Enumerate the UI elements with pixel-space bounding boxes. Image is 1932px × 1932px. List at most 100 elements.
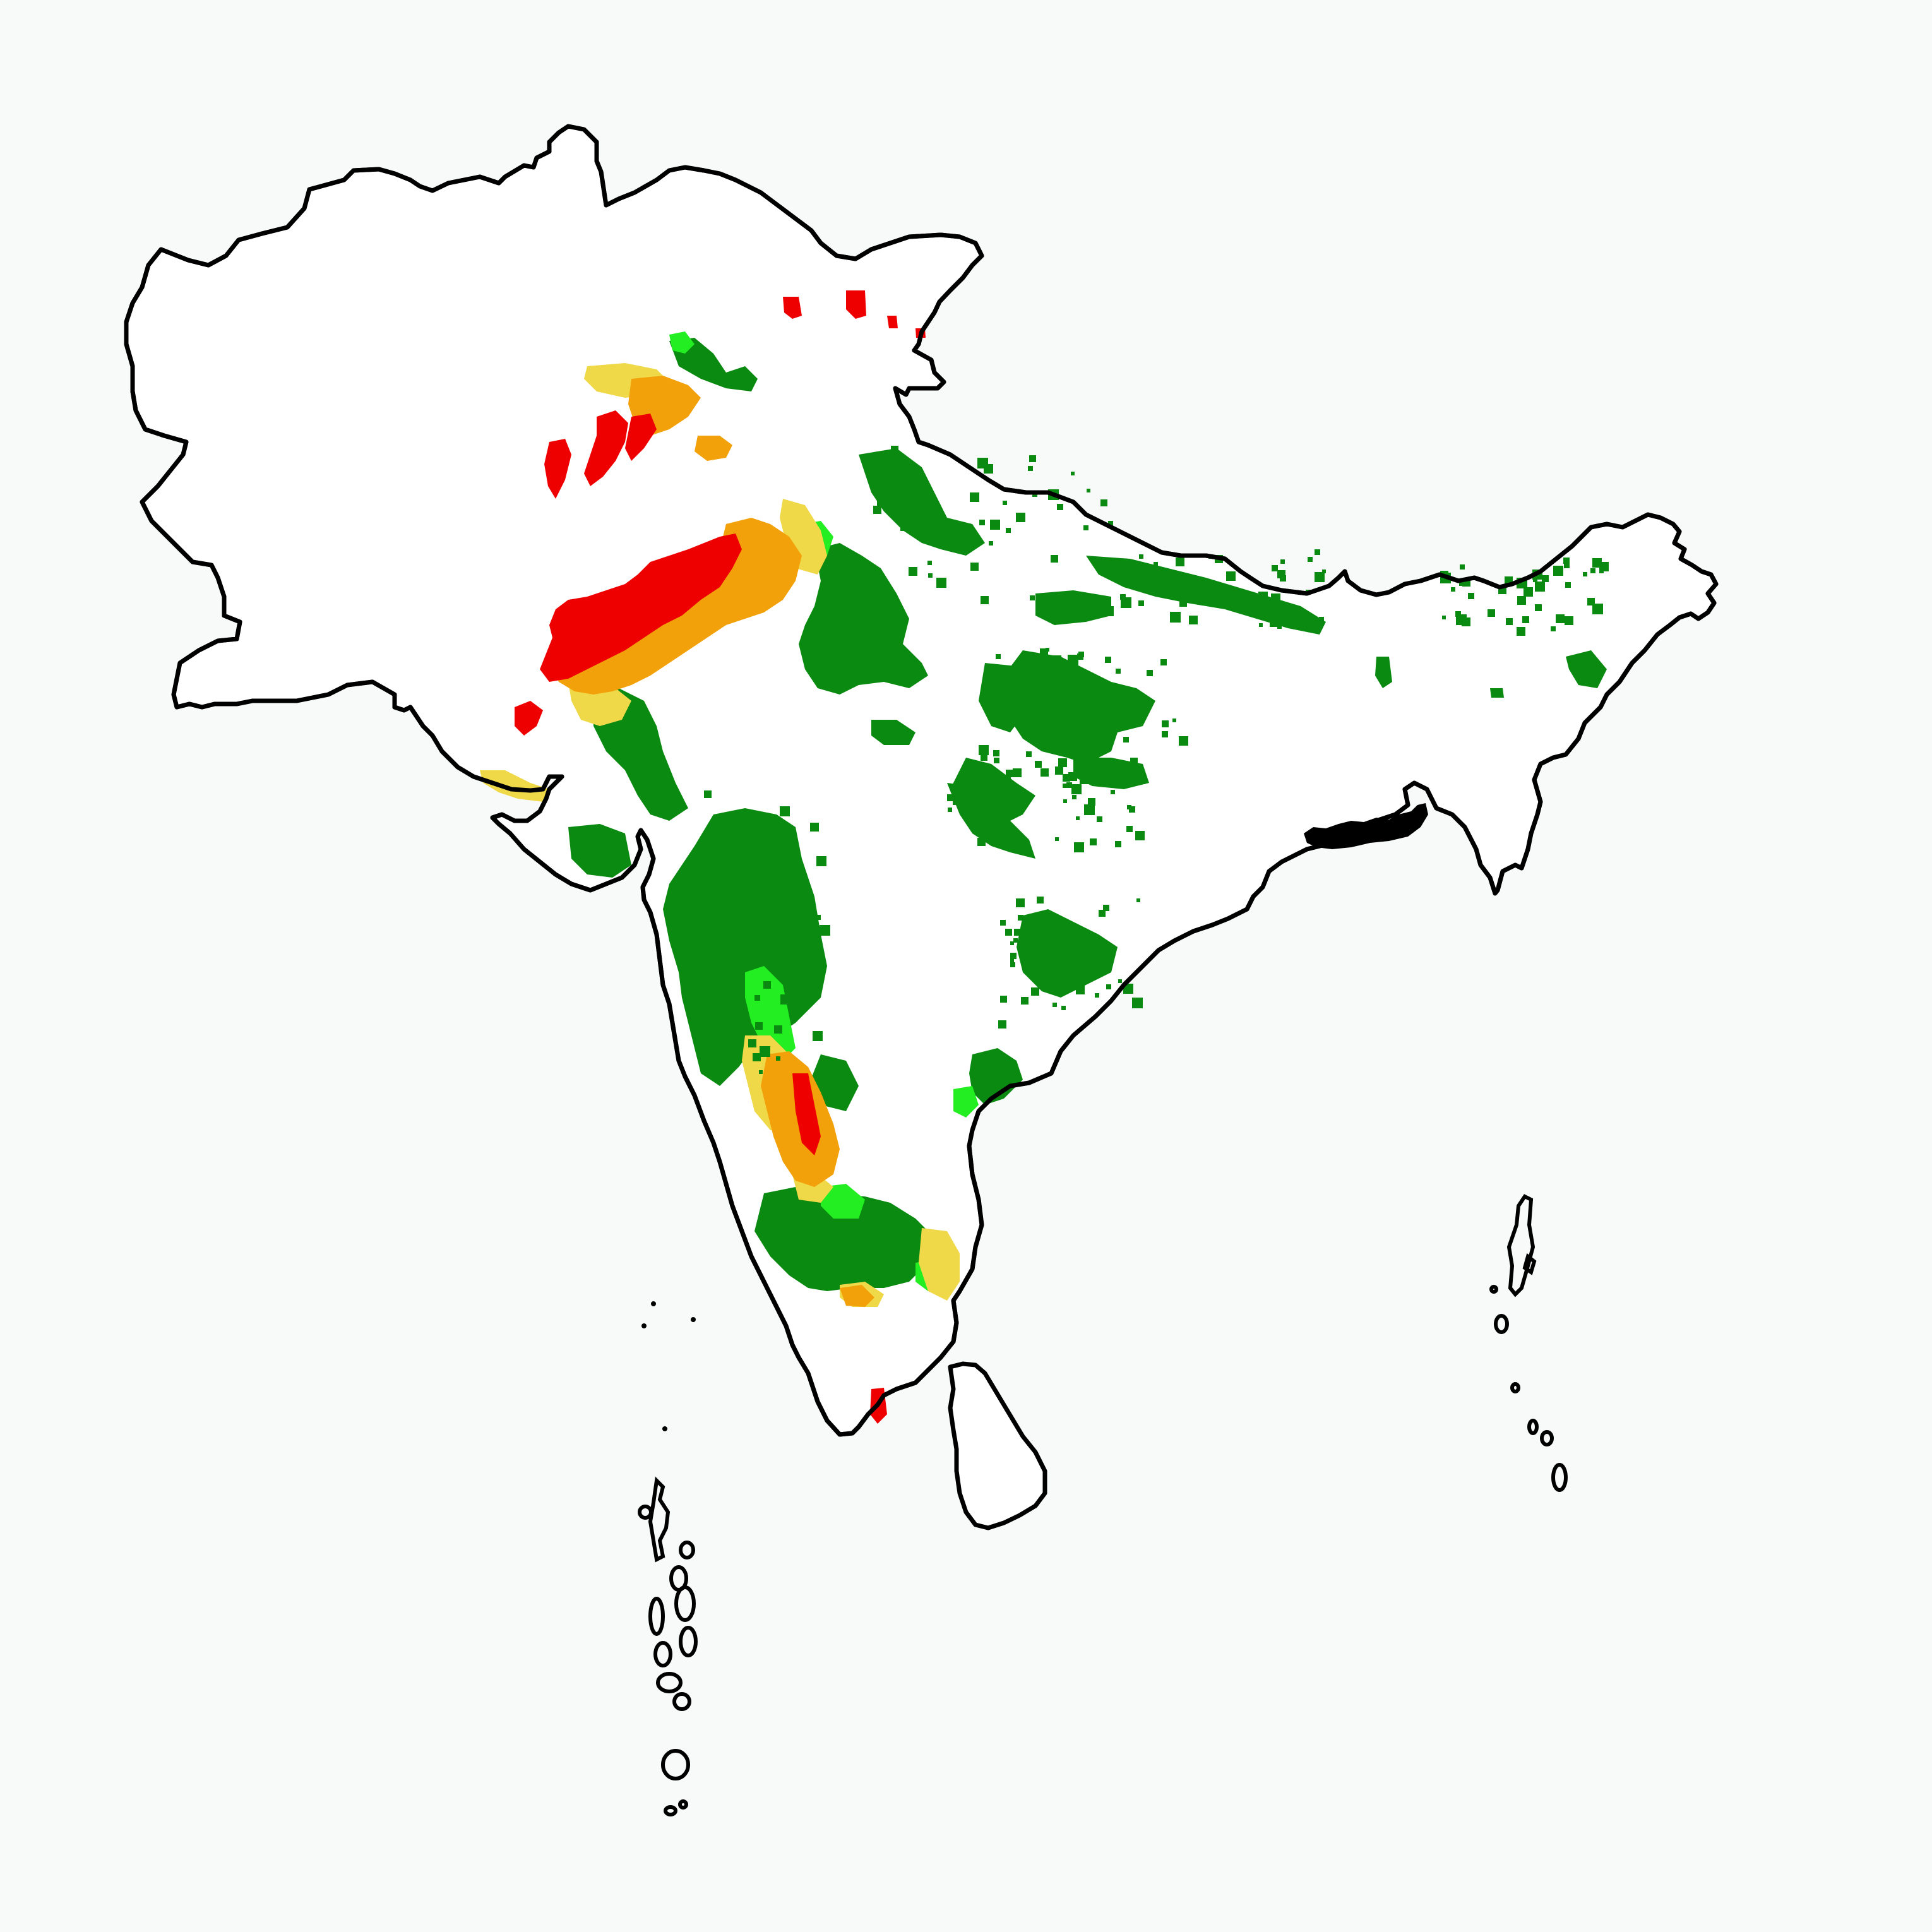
raster-pixel xyxy=(726,832,733,838)
raster-pixel xyxy=(1071,784,1082,794)
raster-pixel xyxy=(1456,614,1467,625)
raster-pixel xyxy=(1170,612,1181,623)
raster-pixel xyxy=(1130,758,1138,765)
raster-pixel xyxy=(1031,987,1039,996)
raster-pixel xyxy=(1270,618,1279,627)
raster-pixel xyxy=(1176,558,1184,566)
raster-pixel xyxy=(981,596,989,604)
raster-pixel xyxy=(1006,668,1010,672)
raster-pixel xyxy=(1005,929,1012,936)
raster-pixel xyxy=(1272,565,1278,571)
raster-pixel xyxy=(763,981,771,989)
raster-pixel xyxy=(1319,617,1324,622)
raster-region xyxy=(783,297,802,319)
raster-region xyxy=(754,1187,934,1291)
raster-pixel xyxy=(698,962,703,967)
raster-region xyxy=(540,534,742,682)
raster-pixel xyxy=(1189,616,1198,624)
raster-region xyxy=(871,720,915,745)
raster-pixel xyxy=(792,970,797,975)
raster-pixel xyxy=(1104,606,1114,616)
raster-pixel xyxy=(909,567,917,576)
raster-pixel xyxy=(1205,583,1212,589)
raster-pixel xyxy=(1051,655,1061,665)
raster-region xyxy=(515,701,543,736)
raster-pixel xyxy=(780,806,790,816)
raster-pixel xyxy=(1460,564,1465,569)
raster-pixel xyxy=(979,520,985,525)
raster-pixel xyxy=(873,506,881,514)
raster-region xyxy=(625,414,657,461)
raster-pixel xyxy=(760,1046,770,1057)
raster-pixel xyxy=(1021,997,1029,1005)
raster-pixel xyxy=(1115,841,1121,847)
raster-pixel xyxy=(998,1020,1006,1029)
raster-pixel xyxy=(1062,928,1071,938)
raster-pixel xyxy=(1006,770,1013,777)
raster-pixel xyxy=(696,908,703,915)
raster-pixel xyxy=(1172,719,1176,722)
raster-pixel xyxy=(1068,699,1075,707)
raster-region xyxy=(799,543,928,695)
raster-pixel xyxy=(1583,572,1587,576)
raster-pixel xyxy=(1277,570,1285,578)
raster-pixel xyxy=(787,929,798,939)
raster-pixel xyxy=(1291,611,1300,620)
raster-pixel xyxy=(1322,569,1326,573)
raster-pixel xyxy=(1055,766,1063,775)
raster-pixel xyxy=(984,464,993,474)
raster-pixel xyxy=(1564,563,1570,568)
raster-region xyxy=(846,290,866,319)
raster-pixel xyxy=(774,1025,782,1034)
raster-pixel xyxy=(1099,910,1106,917)
raster-pixel xyxy=(990,520,1000,530)
raster-region xyxy=(593,688,688,821)
raster-pixel xyxy=(1063,774,1070,782)
raster-pixel xyxy=(1592,558,1602,568)
raster-pixel xyxy=(1111,790,1115,794)
raster-pixel xyxy=(1068,655,1078,665)
raster-pixel xyxy=(1010,953,1017,959)
raster-pixel xyxy=(1162,731,1168,737)
maldives-islands xyxy=(638,1476,698,1816)
sri-lanka-outline xyxy=(948,1361,1047,1530)
raster-pixel xyxy=(999,780,1005,786)
raster-pixel xyxy=(1001,713,1007,720)
raster-pixel xyxy=(1100,499,1107,506)
raster-pixel xyxy=(1138,777,1145,784)
raster-pixel xyxy=(1061,1006,1066,1010)
raster-pixel xyxy=(1023,701,1027,705)
raster-pixel xyxy=(1277,624,1282,629)
raster-pixel xyxy=(1308,557,1313,562)
raster-pixel xyxy=(1128,693,1138,704)
raster-pixel xyxy=(1000,996,1007,1003)
raster-pixel xyxy=(724,859,730,866)
raster-pixel xyxy=(1126,826,1133,832)
raster-pixel xyxy=(1085,689,1089,693)
raster-pixel xyxy=(1179,740,1183,744)
raster-pixel xyxy=(1565,616,1573,625)
raster-pixel xyxy=(1599,569,1604,573)
raster-pixel xyxy=(1010,959,1014,963)
raster-pixel xyxy=(989,698,996,705)
raster-pixel xyxy=(748,1039,756,1047)
raster-pixel xyxy=(1280,559,1285,564)
raster-pixel xyxy=(1212,597,1217,602)
raster-pixel xyxy=(1542,575,1549,582)
raster-pixel xyxy=(1533,578,1537,582)
raster-pixel xyxy=(755,1022,763,1030)
raster-pixel xyxy=(731,965,739,973)
raster-pixel xyxy=(1084,804,1095,815)
raster-pixel xyxy=(994,758,999,763)
raster-pixel xyxy=(1098,937,1102,941)
raster-pixel xyxy=(996,668,1003,675)
raster-pixel xyxy=(1116,669,1121,674)
raster-region xyxy=(998,650,1155,764)
raster-pixel xyxy=(707,1037,712,1042)
raster-region xyxy=(1035,590,1111,625)
raster-pixel xyxy=(1278,604,1288,614)
raster-pixel xyxy=(1091,739,1097,745)
raster-pixel xyxy=(1071,591,1075,595)
